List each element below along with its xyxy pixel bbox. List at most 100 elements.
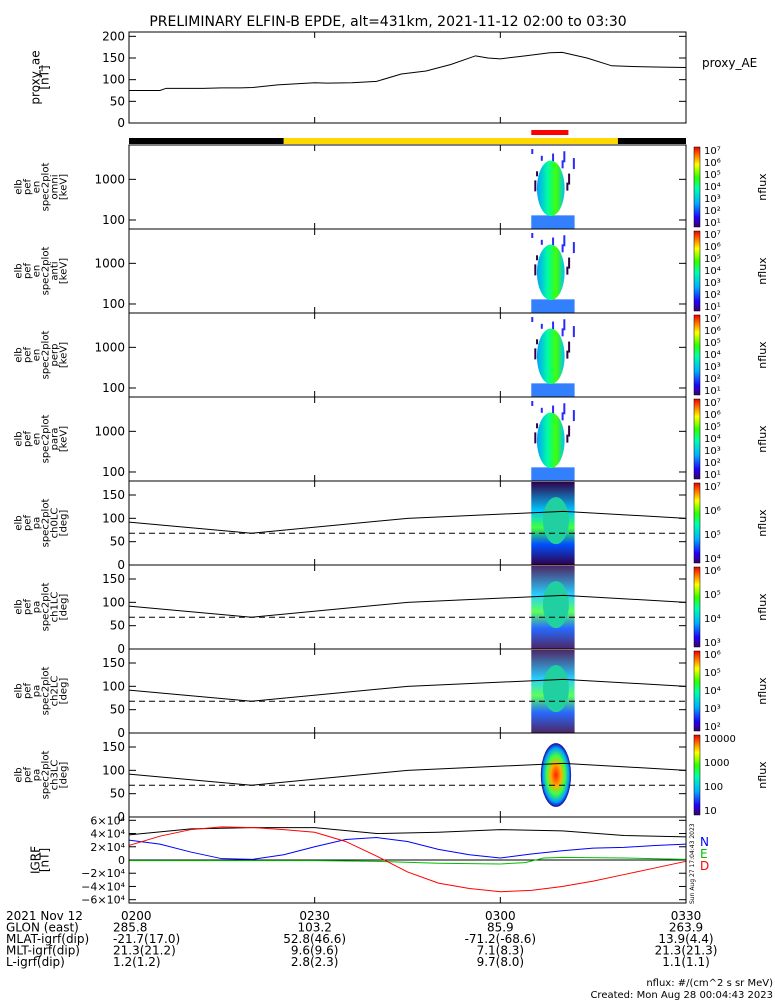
spectrogram-blob [542, 581, 569, 629]
y-tick-label: 150 [102, 740, 125, 754]
loss-cone-line [128, 678, 687, 702]
colorbar-tick-label: 10⁵ [704, 338, 721, 349]
spectrogram-streak [540, 239, 543, 245]
y-tick-label: 2×10⁴ [90, 841, 125, 854]
spectrogram-streak [561, 160, 564, 169]
spectrogram-streak [540, 155, 543, 161]
y-tick-label: 50 [110, 535, 125, 549]
y-axis-label-line: spec2plot [41, 499, 52, 548]
orbit-value: 9.6(9.6) [291, 944, 339, 958]
y-axis-label: proxy_ae[nT] [29, 50, 52, 104]
y-tick-label: 150 [102, 488, 125, 502]
y-axis-label-line: spec2plot [41, 163, 52, 212]
orbit-value: 103.2 [297, 921, 331, 935]
colorbar-tick-label: 10⁵ [704, 590, 721, 601]
colorbar-label: nflux [756, 425, 769, 453]
colorbar-tick-label: 10⁷ [704, 398, 721, 409]
orbit-row-label: MLAT-igrf(dip) [6, 932, 89, 946]
spectrogram-data [531, 233, 575, 313]
orbit-row-label: GLON (east) [6, 921, 79, 935]
colorbar [693, 734, 701, 816]
spectrogram-streak [552, 237, 555, 246]
spectrogram-streak [566, 182, 569, 191]
colorbar [693, 650, 701, 732]
colorbar [693, 314, 701, 396]
y-tick-label: 50 [110, 787, 125, 801]
y-axis-label-line: pa [32, 769, 43, 781]
spectrogram-streak [536, 171, 539, 177]
y-tick-label: 100 [102, 465, 125, 479]
orbit-value: 1.2(1.2) [113, 955, 161, 969]
y-axis-label-line: pef [23, 683, 34, 700]
colorbar-tick-label: 10² [704, 290, 721, 301]
spectrogram-streak [531, 233, 534, 238]
colorbar-tick-label: 10³ [704, 278, 721, 289]
panel-frame [128, 312, 687, 398]
y-tick-label: 150 [102, 51, 125, 65]
spectrogram-data [531, 481, 575, 565]
y-tick-label: 50 [110, 703, 125, 717]
colorbar-tick-label: 10⁷ [704, 146, 721, 157]
y-axis-label-line: pa [32, 601, 43, 613]
igrf-series-line [128, 827, 687, 838]
colorbar-label: nflux [756, 677, 769, 705]
orbit-value: 0230 [299, 909, 330, 923]
orbit-value: 7.1(8.3) [477, 944, 525, 958]
orbit-value: 21.3(21.3) [655, 944, 718, 958]
y-axis-label-line: ch3LC [50, 760, 61, 791]
loss-cone-line [128, 762, 687, 786]
colorbar [693, 398, 701, 480]
spectrogram-low-band [531, 383, 575, 397]
y-tick-label: 100 [102, 511, 125, 525]
spectrogram-streak [536, 339, 539, 345]
colorbar-tick-label: 1000 [704, 758, 729, 769]
colorbar-tick-label: 10⁴ [704, 266, 721, 277]
colorbar-tick-label: 10⁷ [704, 230, 721, 241]
colorbar [693, 566, 701, 648]
spectrogram-streak [534, 180, 537, 192]
colorbar [693, 482, 701, 564]
orbit-value: 0300 [485, 909, 516, 923]
spectrogram-streak [566, 266, 569, 275]
legend-label: E [700, 847, 708, 861]
panel-frame [128, 732, 687, 818]
y-axis-label-line: pef [23, 347, 34, 364]
orbit-value: 0330 [671, 909, 702, 923]
colorbar-tick-label: 10⁴ [704, 182, 721, 193]
y-axis-label-line: anti [50, 261, 61, 280]
orbit-value: 85.9 [487, 921, 514, 935]
y-axis-label-line: [keV] [59, 342, 70, 368]
spectrogram-streak [536, 255, 539, 261]
colorbar-tick-label: 10⁴ [704, 614, 721, 625]
y-tick-label: 100 [102, 213, 125, 227]
spectrogram-streak [568, 341, 571, 353]
spectrogram-streak [568, 425, 571, 437]
spectrogram-data [531, 565, 575, 649]
spectrogram-blob [542, 497, 569, 545]
spectrogram-low-band [531, 215, 575, 229]
legend-label: proxy_AE [702, 56, 757, 70]
colorbar-tick-label: 10⁵ [704, 170, 721, 181]
y-tick-label: 0 [117, 810, 125, 824]
orbit-row-label: MLT-igrf(dip) [6, 944, 80, 958]
colorbar-tick-label: 10³ [704, 704, 721, 715]
colorbar-label: nflux [756, 761, 769, 789]
colorbar-tick-label: 10000 [704, 734, 736, 745]
spectrogram-blob [536, 160, 565, 217]
y-axis-label-line: [deg] [59, 678, 70, 705]
colorbar-tick-label: 10⁶ [704, 158, 721, 169]
y-tick-label: 50 [110, 619, 125, 633]
science-zone-marker [531, 130, 569, 135]
spectrogram-streak [563, 403, 566, 415]
y-axis-label-line: spec2plot [41, 331, 52, 380]
colorbar-tick-label: 10⁵ [704, 530, 721, 541]
colorbar [693, 146, 701, 228]
colorbar-tick-label: 10⁶ [704, 410, 721, 421]
